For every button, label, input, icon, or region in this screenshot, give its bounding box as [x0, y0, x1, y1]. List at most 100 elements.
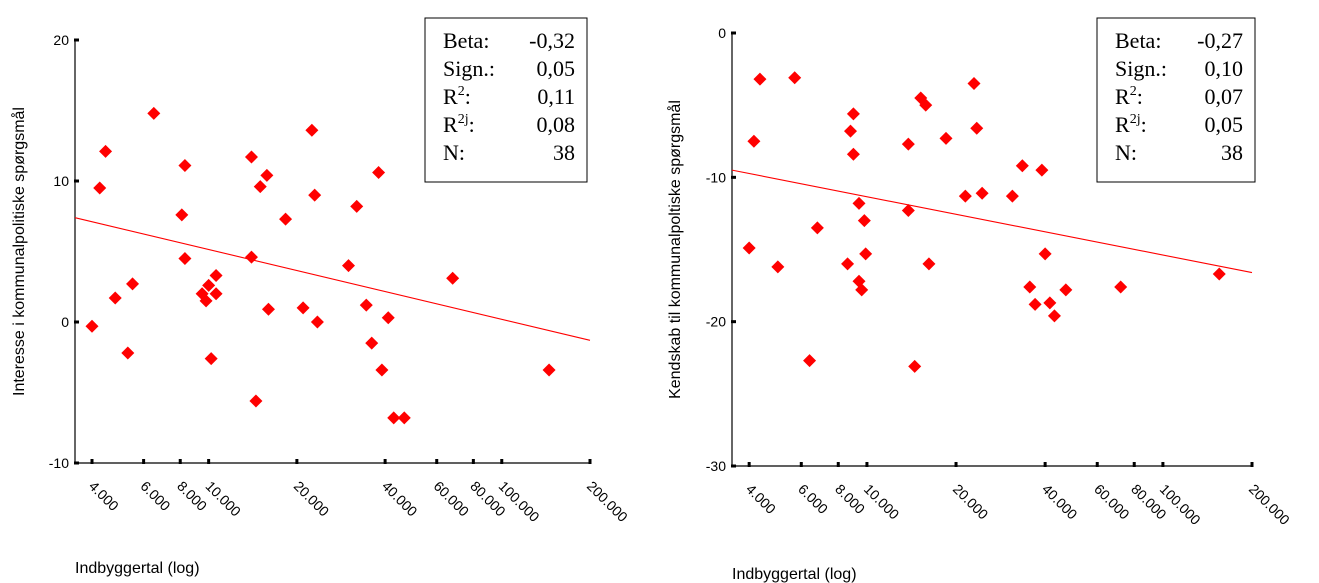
data-point: [753, 72, 767, 86]
data-point: [85, 319, 99, 333]
stats-label: R2j:: [1115, 112, 1147, 137]
stats-value: 38: [1221, 140, 1243, 165]
stats-label: R2j:: [443, 112, 475, 137]
data-point: [810, 221, 824, 235]
data-point: [1114, 280, 1128, 294]
x-axis-title: Indbyggertal (log): [75, 560, 200, 577]
data-point: [204, 352, 218, 366]
x-tick-label: 6.000: [137, 478, 173, 514]
data-point: [742, 241, 756, 255]
data-point: [852, 196, 866, 210]
data-point: [372, 166, 386, 180]
data-point: [296, 301, 310, 315]
data-point: [359, 298, 373, 312]
data-point: [1023, 280, 1037, 294]
data-point: [844, 124, 858, 138]
y-tick-label: 0: [718, 25, 726, 41]
x-tick-label: 60.000: [1091, 481, 1133, 523]
data-point: [126, 277, 140, 291]
data-point: [202, 278, 216, 292]
data-point: [244, 150, 258, 164]
stats-value: 0,11: [537, 84, 575, 109]
data-point: [857, 214, 871, 228]
data-point: [279, 212, 293, 226]
data-point: [958, 189, 972, 203]
data-point: [1035, 163, 1049, 177]
y-tick-label: -10: [49, 455, 69, 471]
y-tick-label: 0: [61, 314, 69, 330]
data-point: [970, 121, 984, 135]
y-axis-title: Kendskab til kommunalpoltiske spørgsmål: [666, 100, 684, 399]
x-tick-label: 6.000: [795, 481, 831, 517]
data-point: [901, 204, 915, 218]
x-tick-label: 40.000: [379, 478, 421, 520]
data-point: [310, 315, 324, 329]
x-tick-label: 8.000: [832, 481, 868, 517]
stats-label: Sign.:: [1115, 56, 1167, 81]
data-point: [375, 363, 389, 377]
x-tick-label: 60.000: [431, 478, 473, 520]
data-point: [1028, 297, 1042, 311]
x-tick-label: 10.000: [861, 481, 903, 523]
data-point: [908, 359, 922, 373]
x-tick-label: 20.000: [291, 478, 333, 520]
stats-value: 0,05: [537, 56, 576, 81]
data-point: [209, 287, 223, 301]
x-tick-label: 4.000: [743, 481, 779, 517]
data-point: [922, 257, 936, 271]
data-point: [121, 346, 135, 360]
data-point: [244, 250, 258, 264]
x-tick-label: 200.000: [584, 478, 631, 525]
stats-label: R2:: [1115, 84, 1143, 109]
stats-legend: [1096, 17, 1256, 183]
data-point: [350, 199, 364, 213]
y-axis-title: Interesse i kommunalpolitiske spørgsmål: [10, 107, 28, 396]
stats-value: -0,27: [1197, 28, 1243, 53]
data-point: [93, 181, 107, 195]
y-tick-label: -20: [706, 314, 726, 330]
data-point: [1043, 296, 1057, 310]
x-axis-title: Indbyggertal (log): [732, 566, 857, 583]
data-point: [846, 147, 860, 161]
data-point: [846, 107, 860, 121]
stats-label: Beta:: [443, 28, 489, 53]
data-point: [178, 252, 192, 266]
stats-value: 0,08: [537, 112, 576, 137]
data-point: [209, 268, 223, 282]
data-point: [249, 394, 263, 408]
data-point: [365, 336, 379, 350]
stats-label: R2:: [443, 84, 471, 109]
x-tick-label: 200.000: [1246, 481, 1293, 528]
stats-value: 0,05: [1205, 112, 1244, 137]
data-point: [387, 411, 401, 425]
data-point: [1038, 247, 1052, 261]
data-point: [855, 283, 869, 297]
stats-value: 38: [553, 140, 575, 165]
data-point: [253, 180, 267, 194]
y-tick-label: -10: [706, 169, 726, 185]
stats-value: 0,07: [1205, 84, 1244, 109]
x-tick-label: 20.000: [950, 481, 992, 523]
data-point: [147, 106, 161, 120]
data-point: [108, 291, 122, 305]
data-point: [803, 354, 817, 368]
data-point: [199, 294, 213, 308]
stats-label: Beta:: [1115, 28, 1161, 53]
data-point: [841, 257, 855, 271]
data-point: [1005, 189, 1019, 203]
y-tick-label: -30: [706, 458, 726, 474]
data-point: [381, 311, 395, 325]
data-point: [446, 271, 460, 285]
data-point: [397, 411, 411, 425]
data-point: [305, 123, 319, 137]
data-point: [1212, 267, 1226, 281]
data-point: [542, 363, 556, 377]
x-tick-label: 4.000: [86, 478, 122, 514]
stats-value: 0,10: [1205, 56, 1244, 81]
x-tick-label: 40.000: [1039, 481, 1081, 523]
stats-label: N:: [1115, 140, 1137, 165]
data-point: [1015, 159, 1029, 173]
